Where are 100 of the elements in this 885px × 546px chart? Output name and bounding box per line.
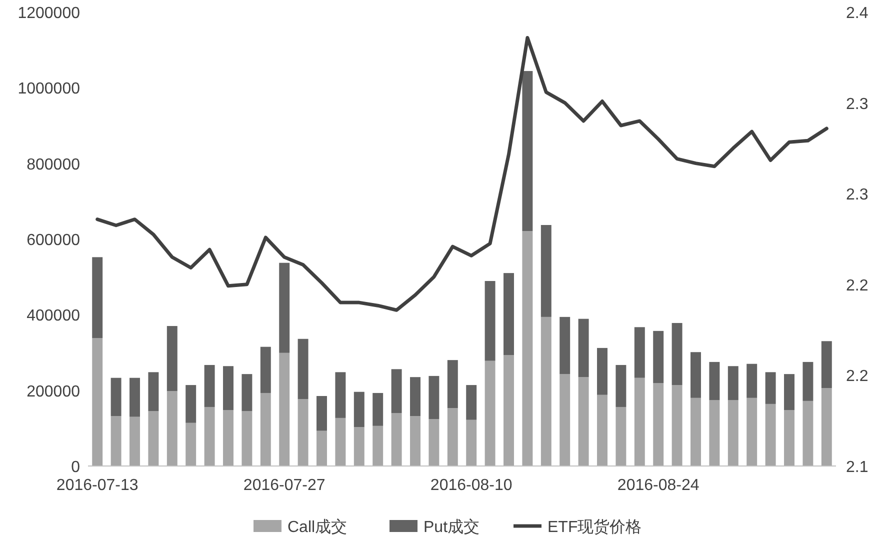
- bar: [92, 338, 103, 466]
- y-tick-label: 800000: [26, 156, 80, 174]
- y-tick-label: 0: [71, 459, 80, 476]
- bar: [653, 383, 664, 466]
- bar: [560, 374, 570, 466]
- bar: [672, 322, 682, 386]
- bar: [92, 257, 103, 338]
- bar: [447, 408, 458, 466]
- bar: [204, 364, 215, 407]
- y2-tick-label: 2.2: [846, 277, 868, 294]
- bar: [148, 411, 159, 466]
- bar: [634, 378, 645, 466]
- bar: [784, 410, 794, 466]
- bar: [504, 355, 514, 466]
- y2-tick-label: 2.3: [846, 186, 868, 204]
- bar: [821, 341, 832, 388]
- bar: [279, 352, 290, 466]
- y-tick-label: 200000: [26, 383, 80, 400]
- bar: [260, 346, 271, 393]
- bar: [316, 430, 327, 466]
- bar: [130, 378, 140, 417]
- bar: [784, 374, 794, 410]
- bar: [560, 316, 570, 374]
- bar: [130, 416, 140, 466]
- y2-tick-label: 2.2: [846, 368, 868, 386]
- bar: [578, 377, 589, 466]
- bar: [391, 413, 402, 466]
- y2-tick-label: 2.1: [846, 459, 868, 476]
- bar: [709, 362, 720, 400]
- bar: [672, 385, 682, 466]
- bar: [597, 348, 608, 395]
- y-tick-label: 600000: [26, 232, 80, 249]
- bar: [597, 394, 608, 466]
- bar: [690, 398, 701, 466]
- bar: [166, 326, 178, 392]
- bar: [540, 225, 552, 317]
- bar: [316, 396, 327, 431]
- bar: [186, 422, 196, 466]
- bar: [821, 388, 832, 466]
- bar: [447, 360, 458, 408]
- bar: [223, 366, 234, 410]
- bar: [709, 400, 720, 466]
- bar: [466, 420, 477, 466]
- bar: [204, 406, 215, 466]
- bar: [728, 400, 738, 466]
- legend-label: ETF现货价格: [548, 518, 642, 536]
- bar: [504, 273, 514, 356]
- bar: [653, 330, 664, 384]
- legend-label: Put成交: [424, 518, 480, 536]
- bar: [428, 419, 440, 466]
- bar: [746, 364, 758, 398]
- bar: [428, 376, 440, 420]
- bar: [186, 385, 196, 423]
- bar: [765, 372, 776, 404]
- bar: [616, 406, 626, 466]
- bar: [522, 231, 533, 466]
- bar: [372, 392, 384, 426]
- bar: [484, 280, 496, 361]
- bar: [410, 377, 420, 416]
- y-tick-label: 1000000: [18, 80, 80, 98]
- bar: [166, 391, 178, 466]
- bar: [298, 338, 308, 400]
- bar: [148, 372, 159, 412]
- bar: [690, 352, 701, 398]
- bar: [578, 318, 589, 378]
- bar: [634, 327, 645, 378]
- bar: [242, 374, 252, 412]
- bar: [746, 398, 758, 466]
- bar: [298, 399, 308, 466]
- bar: [802, 400, 814, 466]
- bar: [223, 410, 234, 466]
- line-series: [96, 36, 828, 312]
- y-tick-label: 1200000: [18, 5, 80, 22]
- y-tick-label: 400000: [26, 308, 80, 325]
- bar: [354, 392, 364, 428]
- bar: [391, 369, 402, 414]
- bar: [765, 404, 776, 466]
- bar: [466, 385, 477, 420]
- x-tick-label: 2016-07-27: [243, 477, 326, 494]
- x-tick-label: 2016-08-24: [617, 477, 700, 494]
- bar: [540, 316, 552, 466]
- bar: [335, 372, 346, 418]
- bar: [260, 392, 271, 466]
- bar: [616, 364, 626, 407]
- bar: [484, 360, 496, 466]
- y2-tick-label: 2.4: [846, 5, 868, 22]
- bar: [522, 71, 533, 232]
- x-tick-label: 2016-07-13: [56, 477, 138, 494]
- bar: [410, 416, 420, 466]
- x-tick-label: 2016-08-10: [430, 477, 512, 494]
- y2-tick-label: 2.3: [846, 96, 868, 113]
- bar: [354, 427, 364, 466]
- legend-label: Call成交: [288, 518, 348, 536]
- bar: [110, 416, 122, 466]
- bar: [242, 411, 252, 466]
- bar: [279, 262, 290, 353]
- bar: [802, 362, 814, 401]
- bar: [110, 378, 122, 416]
- bar: [335, 418, 346, 466]
- bar: [372, 426, 384, 466]
